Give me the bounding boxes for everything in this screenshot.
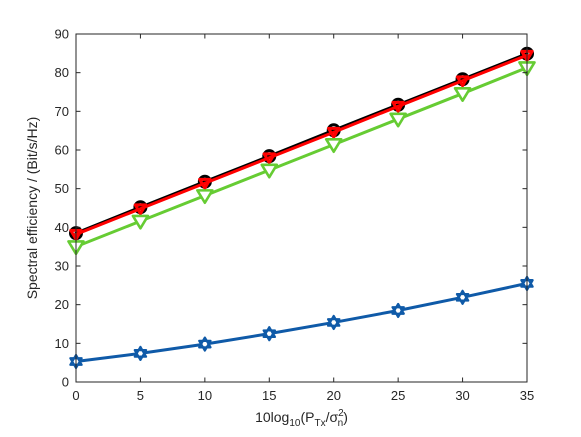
y-tick-label: 60 bbox=[55, 143, 69, 158]
x-tick-label: 25 bbox=[391, 388, 405, 403]
series-2-point bbox=[391, 100, 405, 113]
triangle-down-open-marker bbox=[453, 86, 472, 102]
series-4-point bbox=[198, 336, 212, 352]
series-2-line bbox=[74, 53, 529, 236]
y-tick-label: 40 bbox=[55, 220, 69, 235]
series-3 bbox=[67, 61, 536, 256]
triangle-down-marker bbox=[391, 100, 405, 113]
series-2-point bbox=[133, 203, 148, 216]
y-tick-label: 20 bbox=[55, 297, 69, 312]
triangle-down-open-marker bbox=[324, 138, 343, 154]
x-label-prefix: 10log bbox=[255, 409, 289, 425]
x-axis-label: 10log10(PTx/σ2 n) bbox=[255, 408, 348, 429]
triangle-down-marker bbox=[198, 177, 212, 190]
y-tick-label: 10 bbox=[55, 336, 69, 351]
x-tick-label: 35 bbox=[520, 388, 534, 403]
y-tick-label: 90 bbox=[55, 27, 69, 42]
series-3-point bbox=[389, 112, 407, 128]
y-axis-label: Spectral efficiency / (Bit/s/Hz) bbox=[24, 117, 40, 300]
hexagram-marker-down bbox=[262, 329, 277, 342]
hexagram-marker-down bbox=[455, 292, 470, 305]
plot-area-frame bbox=[75, 33, 528, 383]
series-4-line bbox=[74, 281, 529, 364]
x-tick-label: 20 bbox=[326, 388, 340, 403]
triangle-down-marker bbox=[133, 203, 148, 216]
x-tick-label: 0 bbox=[72, 388, 79, 403]
series-3-point bbox=[453, 86, 472, 102]
x-label-log-base: 10 bbox=[289, 418, 301, 429]
series-3-line bbox=[74, 66, 529, 249]
x-label-sigma-subscript: n bbox=[338, 418, 344, 429]
hexagram-marker-down bbox=[198, 339, 212, 352]
y-tick-label: 70 bbox=[55, 104, 69, 119]
series-2-point bbox=[455, 75, 470, 88]
x-tick-label: 30 bbox=[455, 388, 469, 403]
series-4-point bbox=[133, 345, 148, 361]
series-layer bbox=[67, 46, 536, 370]
y-tick-label: 80 bbox=[55, 65, 69, 80]
series-4-point bbox=[391, 302, 405, 319]
series-4-point bbox=[326, 314, 341, 331]
hexagram-marker-down bbox=[326, 318, 341, 331]
triangle-down-open-marker bbox=[260, 163, 279, 179]
triangle-down-marker bbox=[327, 126, 341, 139]
y-tick-label: 30 bbox=[55, 259, 69, 274]
series-3-point bbox=[196, 189, 214, 205]
x-label-power-subscript: Tx bbox=[314, 418, 325, 429]
x-tick-label: 10 bbox=[198, 388, 212, 403]
x-label-open: (P bbox=[300, 409, 314, 425]
axis-ticks bbox=[75, 33, 528, 383]
triangle-down-open-marker bbox=[389, 112, 407, 128]
triangle-down-open-marker bbox=[131, 214, 150, 230]
series-4-point bbox=[455, 289, 470, 305]
series-2-point bbox=[327, 126, 341, 139]
x-label-sigma-superscript: 2 bbox=[338, 408, 344, 419]
series-4-point bbox=[262, 326, 277, 342]
series-3-point bbox=[324, 138, 343, 154]
x-tick-label: 5 bbox=[137, 388, 144, 403]
x-label-sigma: /σ bbox=[326, 409, 339, 425]
series-4 bbox=[69, 275, 534, 370]
y-tick-label: 0 bbox=[62, 375, 69, 390]
hexagram-marker-down bbox=[391, 306, 405, 319]
series-3-point bbox=[131, 214, 150, 230]
series-3-point bbox=[260, 163, 279, 179]
tick-labels: 0 5 10 15 20 25 30 35 0 10 20 30 40 50 60 70 80 90 bbox=[55, 27, 535, 404]
x-tick-label: 15 bbox=[262, 388, 276, 403]
y-tick-label: 50 bbox=[55, 181, 69, 196]
triangle-down-open-marker bbox=[196, 189, 214, 205]
hexagram-marker-down bbox=[133, 349, 148, 361]
series-2-point bbox=[262, 152, 276, 165]
series-2-point bbox=[198, 177, 212, 190]
series-2 bbox=[69, 49, 534, 241]
triangle-down-marker bbox=[262, 152, 276, 165]
x-label-close: ) bbox=[343, 409, 348, 425]
triangle-down-marker bbox=[455, 75, 470, 88]
